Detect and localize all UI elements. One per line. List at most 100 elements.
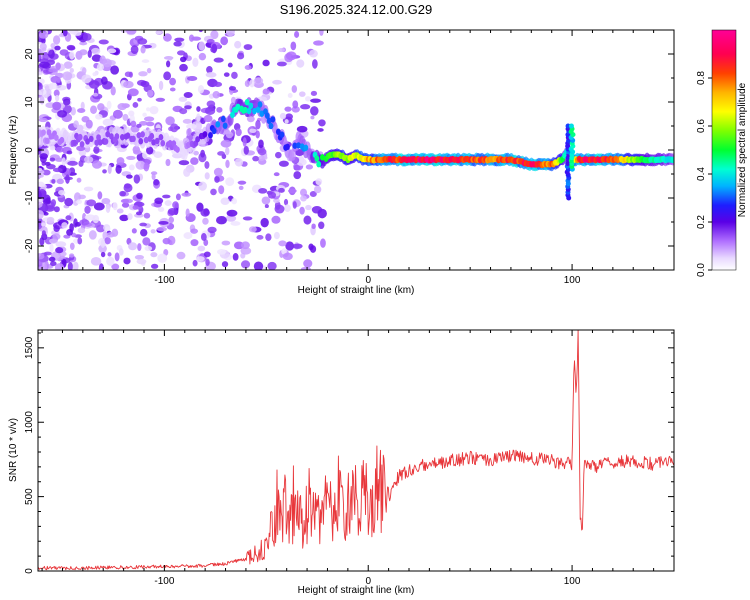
noise-blob <box>78 160 84 167</box>
figure-title: S196.2025.324.12.00.G29 <box>280 2 433 17</box>
noise-blob <box>55 146 64 153</box>
ridge-core <box>296 142 301 149</box>
ridge-core <box>103 138 109 145</box>
noise-blob <box>193 150 199 156</box>
noise-blob <box>54 45 61 51</box>
ridge-core <box>246 107 252 115</box>
noise-blob <box>243 145 249 155</box>
noise-blob <box>49 145 56 151</box>
noise-blob <box>138 121 148 126</box>
noise-blob <box>106 232 115 238</box>
ridge-core <box>85 138 90 145</box>
noise-blob <box>126 174 133 179</box>
noise-blob <box>105 204 111 214</box>
noise-blob <box>123 183 133 193</box>
noise-blob <box>165 158 171 167</box>
noise-blob <box>91 47 101 55</box>
noise-blob <box>248 226 257 233</box>
colorbar-tick-label: 0.6 <box>696 119 707 133</box>
noise-blob <box>92 92 99 97</box>
noise-blob <box>214 176 220 183</box>
noise-blob <box>225 30 235 37</box>
noise-blob <box>93 146 100 154</box>
noise-blob <box>150 252 158 258</box>
noise-blob <box>162 237 171 245</box>
noise-blob <box>156 226 167 232</box>
noise-blob <box>213 57 224 63</box>
snr-x-tick-label: 0 <box>365 576 371 587</box>
noise-blob <box>133 149 142 155</box>
noise-blob <box>196 113 201 122</box>
ridge-core <box>53 134 59 141</box>
ridge-core <box>175 146 180 153</box>
noise-blob <box>38 201 43 208</box>
noise-blob <box>77 108 86 113</box>
noise-blob <box>128 242 138 251</box>
noise-blob <box>91 160 103 169</box>
noise-blob <box>111 263 120 270</box>
ridge-core <box>235 103 241 110</box>
noise-blob <box>210 46 217 53</box>
noise-blob <box>52 233 61 240</box>
ridge-core <box>44 137 50 145</box>
ridge-core <box>136 132 142 139</box>
spectrogram-x-axis: -100 0 100 <box>41 30 675 286</box>
ridge-core <box>158 134 164 141</box>
noise-blob <box>169 77 177 86</box>
noise-blob <box>40 222 47 227</box>
noise-blob <box>107 164 112 175</box>
noise-blob <box>46 216 55 224</box>
noise-blob <box>290 41 297 51</box>
noise-blob <box>84 156 94 164</box>
noise-blob <box>140 45 146 54</box>
noise-blob <box>38 167 43 172</box>
noise-blob <box>278 47 285 53</box>
ridge-core <box>125 132 131 139</box>
noise-blob <box>213 167 223 177</box>
noise-blob <box>303 259 313 268</box>
noise-blob <box>70 107 76 116</box>
noise-blob <box>273 231 280 240</box>
noise-blob <box>38 173 44 178</box>
noise-blob <box>107 252 112 257</box>
noise-blob <box>210 30 219 40</box>
ridge-core <box>72 139 78 147</box>
noise-blob <box>38 253 45 260</box>
noise-blob <box>77 237 83 245</box>
noise-blob <box>57 110 68 118</box>
noise-blob <box>127 88 139 97</box>
noise-blob <box>142 151 148 159</box>
noise-blob <box>142 112 147 117</box>
noise-blob <box>79 219 90 226</box>
ridge-core <box>131 135 136 143</box>
noise-blob <box>153 151 163 158</box>
noise-blob <box>50 82 58 90</box>
colorbar-tick-label: 0.2 <box>696 215 707 229</box>
noise-blob <box>220 139 232 148</box>
noise-blob <box>220 197 230 205</box>
ridge-core <box>268 122 274 130</box>
noise-blob <box>93 202 105 211</box>
noise-blob <box>76 177 82 183</box>
noise-blob <box>126 155 136 161</box>
spectrogram-x-tick-label: 0 <box>365 275 371 286</box>
noise-blob <box>186 123 197 130</box>
noise-blob <box>69 67 74 73</box>
noise-blob <box>97 191 103 200</box>
noise-blob <box>176 251 186 260</box>
noise-blob <box>69 51 75 60</box>
noise-blob <box>174 37 185 42</box>
noise-blob <box>38 86 43 91</box>
noise-blob <box>115 164 122 174</box>
noise-blob <box>65 174 70 184</box>
noise-blob <box>315 178 323 186</box>
noise-blob <box>84 205 91 214</box>
colorbar-tick-label: 0.4 <box>696 167 707 181</box>
noise-blob <box>92 72 97 77</box>
noise-blob <box>81 116 90 123</box>
noise-blob <box>59 49 69 56</box>
noise-blob <box>273 172 280 177</box>
noise-blob <box>195 256 205 262</box>
noise-blob <box>133 213 144 218</box>
noise-blob <box>257 148 267 156</box>
